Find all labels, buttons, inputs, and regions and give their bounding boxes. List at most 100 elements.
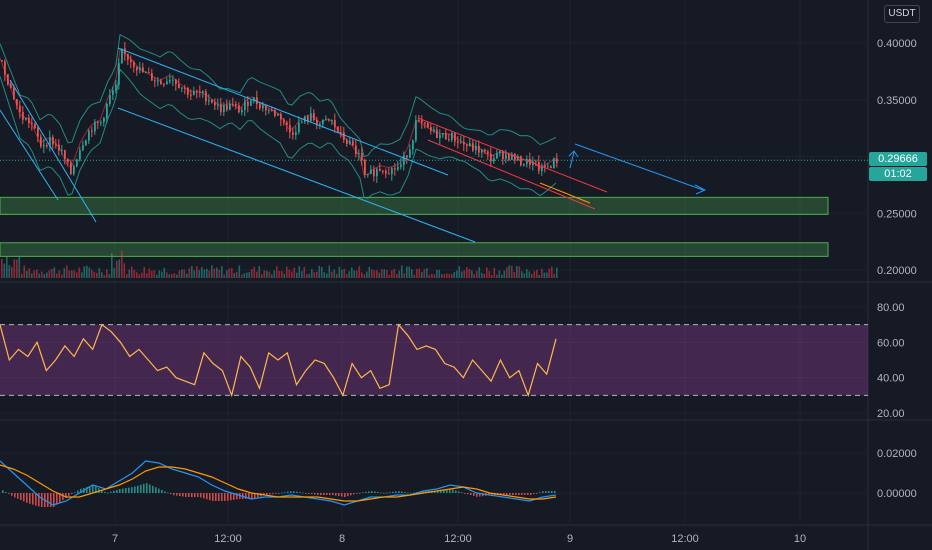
candle-body — [538, 161, 540, 172]
macd-histogram-bar — [308, 493, 310, 494]
macd-histogram-bar — [5, 492, 7, 493]
macd-histogram-bar — [17, 493, 19, 499]
macd-panel[interactable] — [0, 460, 557, 507]
candle-body — [196, 91, 198, 93]
macd-histogram-bar — [47, 493, 49, 507]
volume-bar — [23, 265, 26, 278]
volume-bar — [176, 274, 178, 278]
falling-wedge-upper — [417, 117, 608, 193]
rsi-axis-label: 60.00 — [877, 337, 905, 349]
macd-histogram-bar — [464, 493, 466, 494]
candle-body — [16, 99, 18, 106]
macd-histogram-bar — [323, 493, 325, 495]
macd-histogram-bar — [422, 491, 424, 493]
candle-body — [352, 140, 354, 146]
volume-bar — [41, 271, 43, 278]
macd-histogram-bar — [95, 486, 97, 493]
candle-body — [94, 121, 96, 132]
volume-bar — [508, 265, 511, 278]
volume-bar — [183, 269, 186, 278]
macd-histogram-bar — [266, 493, 268, 495]
candle-body — [343, 132, 345, 140]
volume-bar — [426, 268, 428, 278]
volume-bar — [363, 274, 366, 278]
macd-histogram-bar — [470, 493, 472, 496]
x-axis-label: 10 — [794, 533, 806, 545]
volume-bar — [158, 270, 161, 278]
volume-bar — [188, 268, 191, 278]
candle-body — [304, 116, 306, 122]
volume-bar — [128, 269, 131, 278]
candle-body — [67, 159, 69, 163]
candle-body — [388, 173, 390, 175]
macd-histogram-bar — [137, 485, 139, 493]
macd-histogram-bar — [14, 493, 16, 498]
candle-body — [307, 116, 309, 122]
volume-bar — [481, 272, 483, 278]
volume-bar — [466, 267, 468, 278]
volume-bar — [63, 268, 66, 278]
candle-body — [511, 153, 513, 160]
volume-bar — [81, 272, 83, 278]
rsi-panel[interactable] — [0, 323, 868, 398]
macd-histogram-bar — [182, 493, 184, 497]
macd-histogram-bar — [380, 492, 382, 494]
volume-bar — [523, 273, 526, 278]
rsi-axis-label: 40.00 — [877, 373, 905, 385]
macd-histogram-bar — [500, 493, 502, 495]
candle-body — [550, 166, 552, 168]
candle-body — [190, 94, 192, 96]
volume-bar — [338, 266, 341, 278]
volume-bar — [478, 267, 481, 278]
macd-histogram-bar — [353, 493, 355, 495]
candle-body — [139, 67, 141, 71]
volume-bar — [541, 268, 543, 278]
candle-body — [136, 67, 138, 71]
macd-histogram-bar — [185, 493, 187, 497]
macd-histogram-bar — [257, 493, 259, 498]
macd-histogram-bar — [293, 491, 295, 493]
macd-histogram-bar — [272, 493, 274, 494]
candle-body — [415, 120, 417, 141]
candle-body — [193, 91, 195, 95]
candle-body — [163, 84, 165, 86]
candle-body — [244, 101, 246, 110]
macd-histogram-bar — [521, 493, 523, 495]
candle-body — [82, 145, 84, 151]
volume-bar — [506, 267, 508, 278]
macd-histogram-bar — [194, 493, 196, 497]
macd-histogram-bar — [320, 493, 322, 495]
currency-selector[interactable]: USDT — [884, 5, 920, 23]
candle-body — [322, 119, 324, 124]
volume-bar — [348, 271, 351, 278]
volume-bar — [398, 270, 401, 278]
candle-body — [85, 140, 87, 146]
macd-histogram-bar — [524, 493, 526, 495]
candle-body — [25, 117, 27, 120]
candle-body — [385, 170, 387, 174]
price-panel[interactable] — [0, 33, 868, 278]
macd-histogram-bar — [455, 490, 457, 493]
volume-bar — [46, 272, 48, 278]
volume-bar — [266, 270, 268, 278]
volume-bar — [153, 270, 156, 278]
volume-bar — [146, 273, 148, 278]
volume-bar — [198, 270, 201, 278]
candle-body — [421, 120, 423, 123]
volume-bar — [488, 271, 491, 278]
volume-bar — [376, 270, 378, 278]
bollinger-lower-band — [0, 68, 557, 199]
volume-bar — [438, 269, 441, 278]
candle-body — [295, 132, 297, 136]
volume-bar — [28, 268, 31, 278]
volume-bar — [476, 270, 478, 278]
volume-bar — [556, 267, 558, 278]
candle-body — [406, 155, 408, 158]
volume-bar — [423, 269, 426, 278]
candle-body — [490, 153, 492, 162]
macd-histogram-bar — [482, 493, 484, 497]
volume-bar — [416, 268, 418, 278]
candle-body — [361, 153, 363, 161]
volume-bar — [316, 271, 318, 278]
